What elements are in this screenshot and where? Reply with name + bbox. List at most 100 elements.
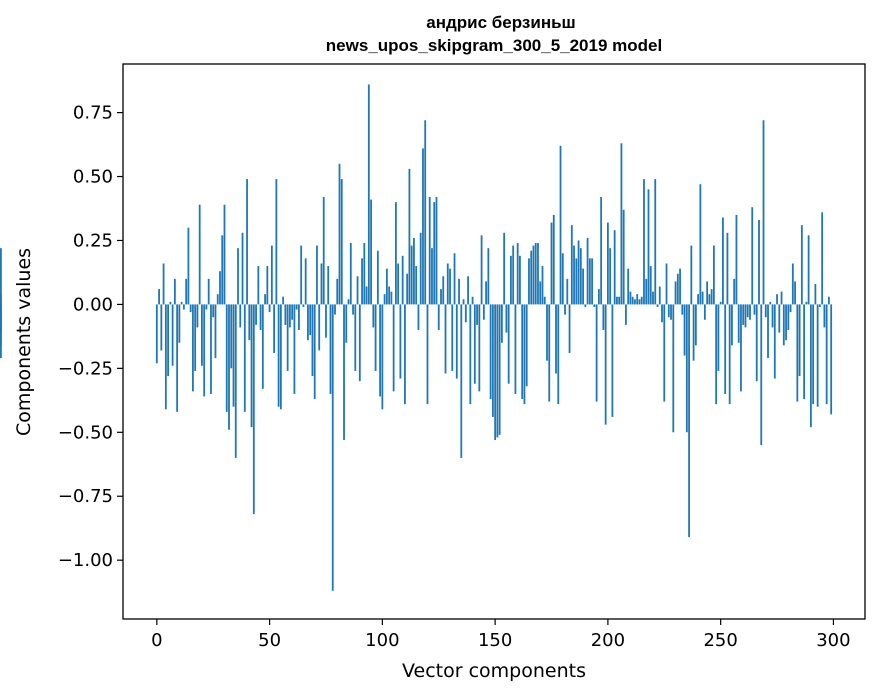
bar [724,304,727,394]
bar [187,227,190,305]
bar [703,304,706,320]
bar [300,245,303,305]
bar [550,222,553,305]
bar [410,245,413,305]
bar [735,214,738,305]
bar [311,304,314,377]
bar [0,294,2,305]
bar [555,304,557,374]
x-tick-label: 200 [591,630,625,651]
y-axis-ticks: 0.75 0.50 0.25 0.00 −0.25 −0.50 −0.75 −1.00 [58,103,123,571]
bar [803,304,805,400]
bar [347,299,350,305]
bar [338,163,341,305]
bar [223,204,226,305]
bar [176,304,179,412]
bar [796,304,799,402]
bar [205,304,208,310]
bar [611,304,614,417]
bar [670,304,672,320]
bar [564,304,566,315]
x-axis-label: Vector components [402,660,586,682]
x-axis-ticks: 0 50 100 150 200 250 300 [151,619,851,651]
bar [685,304,688,433]
bar [298,304,300,330]
bar [478,304,481,392]
bar [255,304,257,325]
bar [828,296,830,305]
bar [329,304,332,394]
bar [516,243,519,305]
bar [426,304,429,405]
bar [800,225,803,305]
bar [498,304,501,435]
bar [503,232,506,305]
bar [307,304,309,341]
bar [462,299,465,305]
bar [453,253,456,305]
bar [225,304,228,412]
bar [473,304,476,384]
bar [160,304,163,351]
bar [428,197,431,305]
bar [491,304,494,417]
bar [667,304,670,318]
bar [365,286,368,305]
bar [780,291,783,305]
bar [710,289,713,305]
bar [776,294,778,305]
bar [519,255,521,305]
bar [717,304,720,371]
bar [584,304,587,307]
bar [291,304,294,320]
bar [354,304,357,371]
bar [640,296,643,305]
bar [534,243,537,305]
bar [588,258,591,305]
bar [791,263,794,305]
bar [284,304,287,325]
bar [340,179,343,305]
bar [207,278,210,305]
bar [442,276,445,305]
bar [830,304,833,415]
bar [665,263,668,305]
bar [316,245,318,305]
bar [731,304,733,346]
bar [643,179,645,305]
bar [674,281,677,305]
bar [514,304,517,394]
bar [579,248,582,305]
bar [631,296,634,305]
chart-title-line2: news_upos_skipgram_300_5_2019 model [326,36,662,55]
bar [773,304,776,379]
bar [252,304,255,515]
bar [167,304,169,377]
bar [629,291,632,305]
bar [719,301,722,305]
bar [469,304,472,405]
plot-frame [122,63,866,620]
bar [192,304,194,392]
bar [764,304,767,318]
bar [798,304,801,377]
bar [480,235,483,305]
bar [250,304,253,428]
bar [164,304,167,410]
bar [616,296,618,305]
bar [356,276,359,305]
bar [582,268,584,305]
bar [460,304,463,458]
bar [313,304,316,400]
bar [620,143,623,305]
bar [203,304,206,397]
bar [230,304,233,369]
bar [573,245,575,305]
bar [753,304,756,315]
bar [679,268,681,305]
bar [532,245,535,305]
y-tick-label: −0.25 [58,358,113,379]
bar [458,278,460,305]
bar-series [0,84,833,591]
bar [814,283,817,305]
